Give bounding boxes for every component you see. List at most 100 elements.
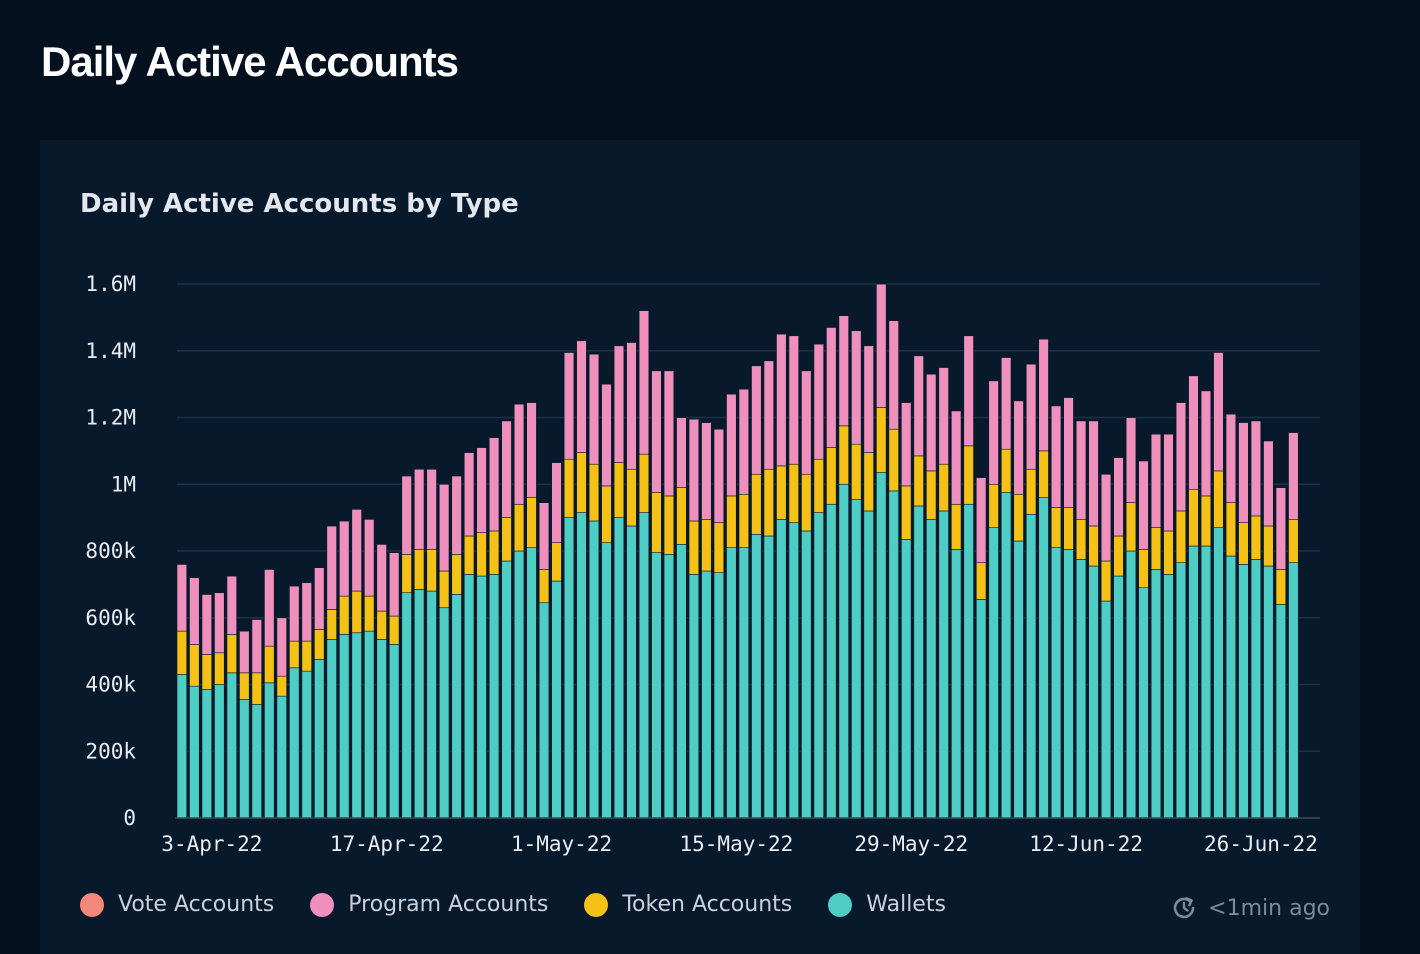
- bar-token-accounts: [651, 492, 662, 553]
- bar-wallets: [526, 547, 537, 819]
- bar-program-accounts: [1125, 417, 1137, 503]
- bar-program-accounts: [888, 320, 899, 430]
- bar-program-accounts: [289, 585, 300, 642]
- bar-wallets: [426, 590, 437, 819]
- bar-wallets: [738, 547, 750, 819]
- bar-program-accounts: [663, 370, 675, 497]
- legend-item-token-accounts[interactable]: Token Accounts: [584, 892, 792, 917]
- bar-token-accounts: [176, 630, 188, 675]
- bar-program-accounts: [926, 373, 937, 472]
- bar-token-accounts: [726, 495, 737, 548]
- chart-legend: Vote Accounts Program Accounts Token Acc…: [80, 892, 982, 917]
- y-tick-label: 400k: [85, 673, 136, 697]
- bar-token-accounts: [1025, 468, 1037, 515]
- bar-program-accounts: [314, 567, 325, 630]
- x-tick-label: 17-Apr-22: [330, 832, 444, 856]
- bar-program-accounts: [364, 518, 375, 597]
- y-tick-label: 600k: [85, 606, 136, 630]
- bar-program-accounts: [1163, 433, 1174, 532]
- bar-program-accounts: [251, 619, 262, 674]
- bar-token-accounts: [413, 549, 425, 590]
- bar-token-accounts: [376, 610, 387, 640]
- bar-token-accounts: [1288, 518, 1299, 563]
- bar-token-accounts: [1125, 502, 1137, 552]
- bar-wallets: [813, 512, 824, 819]
- bar-program-accounts: [1113, 457, 1124, 537]
- bar-token-accounts: [1175, 510, 1187, 563]
- bar-token-accounts: [339, 595, 350, 635]
- y-tick-label: 1.2M: [85, 406, 136, 430]
- bar-wallets: [1025, 513, 1037, 819]
- bar-wallets: [788, 522, 799, 819]
- bar-program-accounts: [588, 353, 600, 465]
- bar-wallets: [975, 599, 987, 819]
- bar-token-accounts: [563, 458, 575, 518]
- bar-program-accounts: [1013, 400, 1024, 495]
- bar-token-accounts: [1250, 515, 1262, 560]
- bar-token-accounts: [1188, 488, 1199, 547]
- bar-wallets: [1175, 562, 1187, 819]
- bar-token-accounts: [788, 463, 799, 523]
- bar-token-accounts: [901, 485, 912, 540]
- x-tick-label: 29-May-22: [854, 832, 968, 856]
- bar-token-accounts: [888, 428, 899, 492]
- bar-wallets: [1213, 527, 1224, 819]
- bar-wallets: [963, 503, 974, 819]
- bar-program-accounts: [901, 402, 912, 487]
- bar-token-accounts: [988, 483, 999, 528]
- bar-wallets: [776, 518, 787, 819]
- bar-program-accounts: [426, 468, 437, 550]
- bar-wallets: [239, 699, 250, 819]
- bar-program-accounts: [826, 327, 837, 448]
- y-tick-label: 0: [123, 806, 136, 830]
- chart-plot[interactable]: 0 200k 400k 600k 800k 1M 1.2M 1.4M 1.6M 3-Apr-22 1…: [40, 140, 1360, 880]
- bar-program-accounts: [401, 475, 412, 555]
- bar-program-accounts: [876, 283, 887, 408]
- bar-wallets: [451, 594, 462, 819]
- legend-item-vote-accounts[interactable]: Vote Accounts: [80, 892, 274, 917]
- bar-wallets: [389, 644, 400, 819]
- bar-wallets: [189, 685, 200, 819]
- chart-title: Daily Active Accounts by Type: [80, 189, 519, 219]
- bar-wallets: [888, 490, 899, 819]
- bar-token-accounts: [638, 453, 650, 513]
- bar-token-accounts: [326, 609, 337, 640]
- bar-token-accounts: [951, 503, 962, 550]
- bar-token-accounts: [676, 487, 687, 545]
- bar-token-accounts: [826, 447, 837, 505]
- bar-token-accounts: [364, 595, 375, 632]
- bar-token-accounts: [926, 470, 937, 520]
- bar-token-accounts: [601, 485, 612, 543]
- bar-wallets: [988, 527, 999, 819]
- bar-wallets: [376, 639, 387, 819]
- last-updated[interactable]: <1min ago: [1170, 894, 1330, 922]
- bar-wallets: [726, 547, 737, 819]
- bar-program-accounts: [326, 525, 337, 610]
- bar-token-accounts: [1038, 450, 1049, 498]
- bar-token-accounts: [513, 503, 525, 552]
- bar-token-accounts: [975, 562, 987, 600]
- bar-wallets: [601, 542, 612, 819]
- bar-token-accounts: [576, 452, 587, 513]
- bar-program-accounts: [1288, 432, 1299, 520]
- bar-token-accounts: [1150, 527, 1162, 570]
- bar-wallets: [1013, 540, 1024, 819]
- bar-wallets: [701, 570, 712, 819]
- bar-program-accounts: [713, 428, 725, 523]
- legend-item-program-accounts[interactable]: Program Accounts: [310, 892, 548, 917]
- bar-token-accounts: [1075, 518, 1087, 560]
- bar-program-accounts: [963, 335, 974, 447]
- bar-token-accounts: [913, 455, 924, 507]
- bar-program-accounts: [813, 343, 824, 460]
- bar-token-accounts: [851, 443, 862, 500]
- legend-item-wallets[interactable]: Wallets: [828, 892, 946, 917]
- legend-label: Token Accounts: [622, 892, 793, 917]
- bar-program-accounts: [938, 367, 949, 465]
- bar-token-accounts: [289, 640, 300, 669]
- bar-token-accounts: [239, 672, 250, 700]
- bar-token-accounts: [1238, 522, 1249, 565]
- bar-program-accounts: [376, 544, 387, 612]
- bar-wallets: [1075, 559, 1087, 819]
- bar-token-accounts: [189, 644, 200, 687]
- bar-wallets: [1163, 574, 1174, 819]
